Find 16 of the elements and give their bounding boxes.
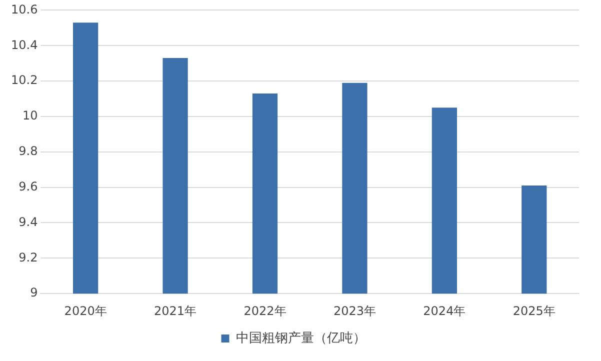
x-tick-label: 2025年	[512, 304, 556, 318]
x-tick-label: 2021年	[154, 304, 197, 318]
y-tick-label: 10.4	[11, 38, 38, 52]
legend-label: 中国粗钢产量（亿吨）	[236, 330, 366, 346]
y-tick-label: 9.8	[18, 144, 38, 158]
x-tick-label: 2024年	[423, 304, 466, 318]
y-tick-label: 9	[30, 286, 38, 300]
x-tick-label: 2020年	[64, 304, 107, 318]
y-tick-label: 9.4	[18, 214, 38, 229]
y-tick-label: 9.2	[18, 250, 38, 264]
y-tick-label: 10	[22, 108, 38, 123]
y-tick-label: 10.2	[11, 73, 38, 88]
y-tick-label: 9.6	[18, 179, 38, 194]
y-tick-label: 10.6	[11, 2, 38, 16]
x-tick-label: 2022年	[244, 304, 286, 318]
x-tick-label: 2023年	[333, 304, 376, 318]
